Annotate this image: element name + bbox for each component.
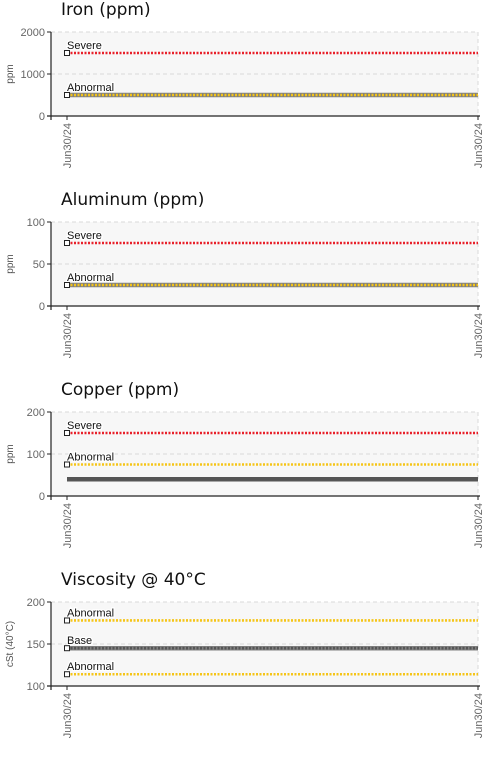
x-tick-label: Jun30/24 xyxy=(473,123,485,168)
threshold-label: Abnormal xyxy=(67,82,114,94)
threshold-marker xyxy=(64,50,70,56)
threshold-marker xyxy=(64,671,70,678)
y-tick-label: 0 xyxy=(39,301,45,313)
x-tick-label: Jun30/24 xyxy=(62,693,74,738)
chart-panel-aluminum: Aluminum (ppm) 0 50 100 ppm Jun30/24 Jun30/24… xyxy=(0,190,485,380)
y-tick-label: 0 xyxy=(39,111,45,123)
threshold-marker xyxy=(64,282,70,288)
y-tick-label: 2000 xyxy=(21,27,45,39)
y-tick-label: 1000 xyxy=(21,69,45,81)
y-tick-label: 200 xyxy=(27,407,45,419)
threshold-marker xyxy=(64,461,70,468)
chart-title: Copper (ppm) xyxy=(61,380,180,400)
y-axis-label: cSt (40°C) xyxy=(5,621,16,667)
threshold-marker xyxy=(64,92,70,98)
x-tick-label: Jun30/24 xyxy=(62,503,74,548)
threshold-label: Base xyxy=(67,635,92,647)
chart-panel-copper: Copper (ppm) 0 100 200 ppm Jun30/24 Jun30/24 S… xyxy=(0,380,485,570)
threshold-label: Severe xyxy=(67,230,102,242)
x-tick-label: Jun30/24 xyxy=(473,503,485,548)
y-tick-label: 200 xyxy=(27,597,45,609)
chart-svg-aluminum: 0 50 100 ppm Jun30/24 Jun30/24 Severe Abnormal xyxy=(5,217,485,358)
threshold-label: Abnormal xyxy=(67,607,114,619)
chart-title: Viscosity @ 40°C xyxy=(61,570,206,590)
threshold-label: Abnormal xyxy=(67,661,114,673)
y-axis-label: ppm xyxy=(5,254,16,273)
y-tick-label: 150 xyxy=(27,639,45,651)
threshold-marker xyxy=(64,617,70,624)
threshold-marker xyxy=(64,645,70,652)
y-tick-label: 100 xyxy=(27,681,45,693)
chart-title: Aluminum (ppm) xyxy=(61,190,205,210)
threshold-label: Abnormal xyxy=(67,272,114,284)
y-tick-label: 50 xyxy=(33,259,45,271)
threshold-label: Abnormal xyxy=(67,452,114,464)
chart-panel-viscosity: Viscosity @ 40°C 100 150 200 cSt (40°C) Jun3… xyxy=(0,570,485,760)
chart-svg-iron: 0 1000 2000 ppm Jun30/24 Jun30/24 Severe Abnorm… xyxy=(5,27,485,168)
threshold-label: Severe xyxy=(67,420,102,432)
y-tick-label: 100 xyxy=(27,449,45,461)
x-tick-label: Jun30/24 xyxy=(473,693,485,738)
y-axis-label: ppm xyxy=(5,444,16,463)
threshold-label: Severe xyxy=(67,40,102,52)
chart-svg-viscosity: 100 150 200 cSt (40°C) Jun30/24 Jun30/24 Abnor… xyxy=(5,597,485,738)
y-axis-label: ppm xyxy=(5,64,16,83)
x-tick-label: Jun30/24 xyxy=(62,123,74,168)
chart-svg-copper: 0 100 200 ppm Jun30/24 Jun30/24 Severe Abnormal xyxy=(5,407,485,548)
y-tick-label: 0 xyxy=(39,491,45,503)
x-tick-label: Jun30/24 xyxy=(62,313,74,358)
y-tick-label: 100 xyxy=(27,217,45,229)
threshold-marker xyxy=(64,430,70,436)
chart-panel-iron: Iron (ppm) 0 1000 2000 ppm Jun30/24 Jun30/24 S… xyxy=(0,0,485,190)
x-tick-label: Jun30/24 xyxy=(473,313,485,358)
threshold-marker xyxy=(64,240,70,246)
chart-title: Iron (ppm) xyxy=(61,0,151,20)
